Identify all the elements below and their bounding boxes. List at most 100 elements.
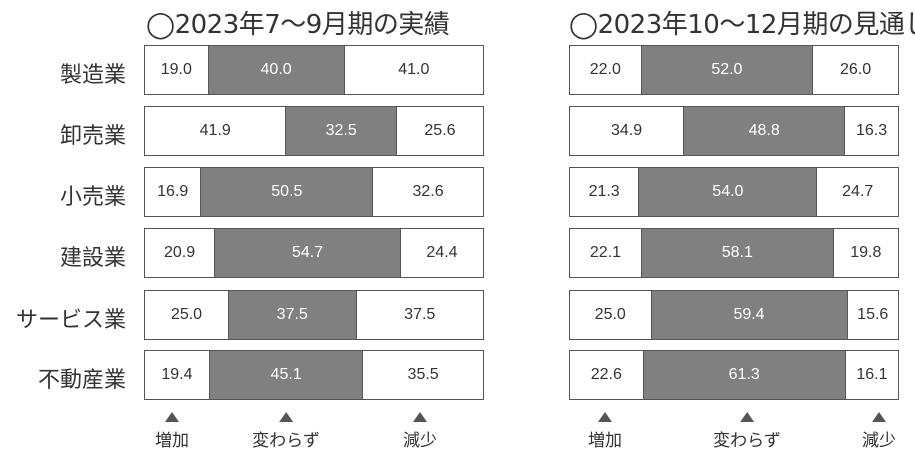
bar-segment-increase-actual-construction: 20.9 bbox=[144, 228, 216, 278]
category-label-services: サービス業 bbox=[15, 308, 126, 333]
stacked-bar-actual-real-estate: 19.4 45.1 35.5 bbox=[144, 350, 484, 400]
data-label: 37.5 bbox=[404, 306, 436, 323]
bar-segment-increase-outlook-manufacturing: 22.0 bbox=[569, 45, 642, 95]
data-label: 19.4 bbox=[161, 366, 193, 383]
up-triangle-icon bbox=[739, 412, 754, 422]
bar-segment-no-change-outlook-construction: 58.1 bbox=[641, 228, 834, 278]
bar-segment-increase-outlook-services: 25.0 bbox=[569, 290, 652, 340]
bar-segment-no-change-actual-construction: 54.7 bbox=[215, 228, 402, 278]
bar-segment-decrease-actual-wholesale: 25.6 bbox=[396, 106, 484, 156]
stacked-bar-outlook-construction: 22.1 58.1 19.8 bbox=[569, 228, 899, 278]
bar-segment-increase-actual-manufacturing: 19.0 bbox=[144, 45, 209, 95]
stacked-bar-actual-wholesale: 41.9 32.5 25.6 bbox=[144, 106, 484, 156]
data-label: 32.6 bbox=[412, 183, 444, 200]
bar-segment-no-change-actual-retail: 50.5 bbox=[201, 167, 374, 217]
data-label: 59.4 bbox=[733, 306, 765, 323]
bar-segment-no-change-actual-manufacturing: 40.0 bbox=[208, 45, 345, 95]
bar-segment-no-change-outlook-services: 59.4 bbox=[651, 290, 848, 340]
data-label: 20.9 bbox=[163, 244, 196, 261]
legend-label-increase-actual: 増加 bbox=[155, 412, 189, 451]
up-triangle-icon bbox=[278, 412, 293, 422]
legend-label-decrease-actual: 減少 bbox=[403, 412, 437, 451]
bar-segment-increase-actual-wholesale: 41.9 bbox=[144, 106, 287, 156]
data-label: 34.9 bbox=[611, 122, 643, 139]
data-label: 41.9 bbox=[199, 122, 231, 139]
data-label: 22.6 bbox=[590, 366, 622, 383]
bar-segment-decrease-outlook-real-estate: 16.1 bbox=[845, 350, 899, 400]
data-label: 37.5 bbox=[276, 306, 308, 323]
legend-text: 減少 bbox=[862, 431, 896, 451]
bar-segment-increase-actual-retail: 16.9 bbox=[144, 167, 202, 217]
bar-segment-increase-outlook-real-estate: 22.6 bbox=[569, 350, 644, 400]
stacked-bar-outlook-wholesale: 34.9 48.8 16.3 bbox=[569, 106, 899, 156]
data-label: 32.5 bbox=[325, 122, 357, 139]
bar-segment-decrease-outlook-wholesale: 16.3 bbox=[845, 106, 899, 156]
data-label: 22.1 bbox=[589, 244, 622, 261]
stacked-bar-outlook-services: 25.0 59.4 15.6 bbox=[569, 290, 899, 340]
stacked-bar-actual-construction: 20.9 54.7 24.4 bbox=[144, 228, 484, 278]
data-label: 25.6 bbox=[424, 122, 456, 139]
stacked-bar-actual-services: 25.0 37.5 37.5 bbox=[144, 290, 484, 340]
bar-segment-increase-actual-services: 25.0 bbox=[144, 290, 229, 340]
legend-label-decrease-outlook: 減少 bbox=[862, 412, 896, 451]
stacked-bar-outlook-retail: 21.3 54.0 24.7 bbox=[569, 167, 899, 217]
bar-segment-increase-outlook-retail: 21.3 bbox=[569, 167, 640, 217]
bar-segment-no-change-outlook-retail: 54.0 bbox=[639, 167, 818, 217]
data-label: 25.0 bbox=[594, 306, 626, 323]
data-label: 22.0 bbox=[589, 61, 621, 78]
bar-segment-no-change-outlook-wholesale: 48.8 bbox=[684, 106, 846, 156]
legend-label-increase-outlook: 増加 bbox=[588, 412, 622, 451]
data-label: 40.0 bbox=[260, 61, 292, 78]
legend-text: 減少 bbox=[403, 431, 437, 451]
chart-title-outlook: ◯2023年10～12月期の見通し bbox=[569, 10, 915, 40]
bar-segment-decrease-outlook-services: 15.6 bbox=[847, 290, 899, 340]
bar-segment-decrease-outlook-manufacturing: 26.0 bbox=[813, 45, 899, 95]
data-label: 25.0 bbox=[170, 306, 203, 323]
bar-segment-decrease-actual-retail: 32.6 bbox=[373, 167, 484, 217]
data-label: 21.3 bbox=[588, 183, 620, 200]
data-label: 41.0 bbox=[398, 61, 430, 78]
category-label-real-estate: 不動産業 bbox=[37, 368, 126, 393]
data-label: 19.8 bbox=[850, 244, 882, 261]
chart-title-actual: ◯2023年7～9月期の実績 bbox=[146, 10, 450, 40]
legend-text: 変わらず bbox=[713, 431, 781, 451]
data-label: 16.9 bbox=[157, 183, 189, 200]
legend-text: 変わらず bbox=[252, 431, 320, 451]
data-label: 19.0 bbox=[160, 61, 192, 78]
bar-segment-increase-actual-real-estate: 19.4 bbox=[144, 350, 210, 400]
data-label: 35.5 bbox=[407, 366, 439, 383]
bar-segment-decrease-outlook-retail: 24.7 bbox=[817, 167, 899, 217]
category-label-wholesale: 卸売業 bbox=[59, 124, 126, 149]
stacked-bar-outlook-real-estate: 22.6 61.3 16.1 bbox=[569, 350, 899, 400]
data-label: 15.6 bbox=[857, 306, 889, 323]
stacked-bar-outlook-manufacturing: 22.0 52.0 26.0 bbox=[569, 45, 899, 95]
data-label: 61.3 bbox=[728, 366, 760, 383]
data-label: 24.7 bbox=[842, 183, 874, 200]
data-label: 45.1 bbox=[270, 366, 302, 383]
up-triangle-icon bbox=[165, 412, 179, 422]
legend-label-no-change-outlook: 変わらず bbox=[713, 412, 781, 451]
legend-label-no-change-actual: 変わらず bbox=[252, 412, 320, 451]
legend-text: 増加 bbox=[588, 431, 622, 451]
bar-segment-no-change-actual-wholesale: 32.5 bbox=[286, 106, 397, 156]
category-label-retail: 小売業 bbox=[59, 185, 126, 210]
data-label: 26.0 bbox=[840, 61, 872, 78]
category-label-construction: 建設業 bbox=[59, 246, 126, 271]
up-triangle-icon bbox=[598, 412, 612, 422]
legend-text: 増加 bbox=[155, 431, 189, 451]
bar-segment-decrease-outlook-construction: 19.8 bbox=[833, 228, 899, 278]
data-label: 16.3 bbox=[856, 122, 888, 139]
bar-segment-decrease-actual-manufacturing: 41.0 bbox=[344, 45, 484, 95]
up-triangle-icon bbox=[413, 412, 427, 422]
data-label: 24.4 bbox=[426, 244, 458, 261]
bar-segment-decrease-actual-construction: 24.4 bbox=[401, 228, 484, 278]
bar-segment-no-change-outlook-real-estate: 61.3 bbox=[643, 350, 846, 400]
data-label: 48.8 bbox=[748, 122, 780, 139]
stacked-bar-actual-manufacturing: 19.0 40.0 41.0 bbox=[144, 45, 484, 95]
data-label: 16.1 bbox=[856, 366, 888, 383]
bar-segment-no-change-actual-real-estate: 45.1 bbox=[209, 350, 364, 400]
category-label-manufacturing: 製造業 bbox=[59, 63, 126, 88]
up-triangle-icon bbox=[872, 412, 886, 422]
bar-segment-decrease-actual-services: 37.5 bbox=[356, 290, 484, 340]
bar-segment-increase-outlook-construction: 22.1 bbox=[569, 228, 642, 278]
